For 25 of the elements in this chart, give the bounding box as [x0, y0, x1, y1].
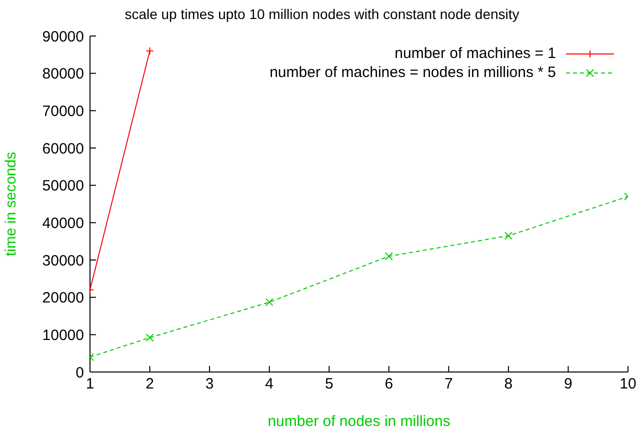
y-tick-label: 0: [76, 364, 84, 382]
x-tick-label: 6: [384, 376, 394, 393]
y-tick-label: 80000: [42, 66, 84, 83]
legend-label: number of machines = 1: [394, 45, 556, 62]
chart-title: scale up times upto 10 million nodes with constant node density: [124, 6, 520, 22]
x-tick-label: 9: [564, 376, 572, 393]
y-tick-label: 10000: [42, 326, 84, 344]
x-tick-label: 10: [620, 376, 636, 393]
y-tick-label: 40000: [42, 214, 84, 232]
x-tick-label: 2: [146, 376, 154, 393]
x-tick-label: 4: [265, 376, 274, 393]
x-tick-label: 1: [86, 376, 94, 393]
y-tick-label: 70000: [42, 102, 84, 120]
legend-label: number of machines = nodes in millions * 5: [270, 64, 556, 81]
y-tick-label: 50000: [42, 178, 84, 195]
x-tick-label: 5: [324, 376, 334, 393]
y-tick-label: 20000: [42, 290, 84, 307]
y-tick-label: 60000: [42, 140, 84, 158]
y-tick-label: 90000: [42, 28, 84, 46]
y-axis-title: time in seconds: [2, 152, 20, 256]
x-tick-label: 7: [444, 376, 453, 393]
x-tick-label: 8: [504, 376, 513, 393]
x-tick-label: 3: [205, 376, 214, 393]
x-axis-title: number of nodes in millions: [268, 413, 450, 430]
y-tick-label: 30000: [42, 252, 84, 270]
